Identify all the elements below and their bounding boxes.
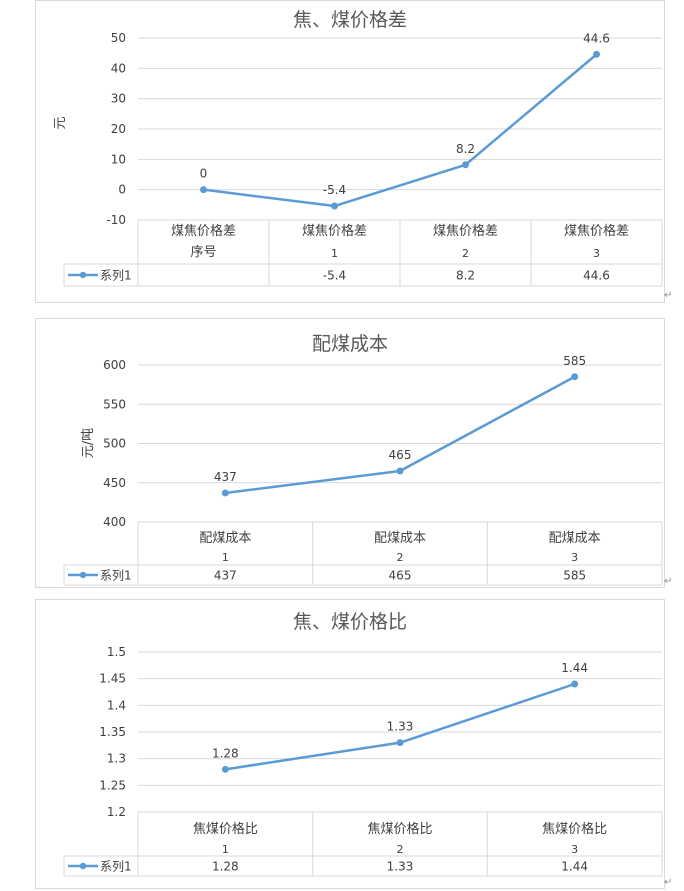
data-point (396, 467, 404, 475)
chart-price-difference: 焦、煤价格差元 50 40 30 20 10 0 -10 煤焦价格差序号 煤焦价格差 1 煤焦价格差 2… (35, 0, 665, 303)
y-tick-label: 30 (111, 92, 126, 106)
data-point (396, 739, 404, 747)
y-tick-label: 0 (118, 183, 126, 197)
table-value: 585 (563, 569, 586, 583)
y-tick-label: 500 (103, 437, 126, 451)
y-tick-label: 1.3 (107, 752, 126, 766)
table-value: 1.33 (387, 860, 414, 874)
data-point (571, 373, 579, 381)
table-value: 1.28 (212, 860, 239, 874)
chart-blending-cost: 配煤成本 元/吨 600 550 500 450 400 配煤成本 1 配煤成本 2 配煤成本 3 系列1… (35, 318, 665, 588)
category-label: 煤焦价格差 (564, 223, 629, 239)
data-label: 8.2 (456, 142, 475, 156)
table-value: 437 (214, 569, 237, 583)
y-tick-label: 1.45 (99, 672, 126, 686)
y-tick-label: 20 (111, 122, 126, 136)
category-label: 煤焦价格差 (302, 223, 367, 239)
category-number: 1 (222, 843, 229, 856)
data-point (462, 161, 469, 169)
category-number: 3 (571, 843, 578, 856)
legend-marker (79, 571, 87, 579)
category-number: 2 (462, 247, 469, 260)
data-label: 0 (200, 167, 208, 181)
y-tick-label: -10 (106, 213, 126, 227)
table-value: -5.4 (323, 269, 346, 283)
y-tick-label: 50 (111, 31, 126, 45)
data-label: 1.33 (387, 720, 414, 734)
table-value: 1.44 (561, 860, 588, 874)
category-label: 焦煤价格比 (193, 821, 258, 837)
legend-label: 系列1 (100, 569, 132, 583)
paragraph-mark: ↵ (664, 290, 673, 301)
y-tick-label: 1.35 (99, 725, 126, 739)
category-number: 1 (222, 551, 229, 564)
category-label: 配煤成本 (549, 531, 601, 546)
y-tick-label: 1.25 (99, 778, 126, 792)
y-tick-label: 1.4 (107, 698, 126, 712)
data-label: 44.6 (583, 31, 610, 45)
data-label: -5.4 (323, 183, 346, 197)
data-point (221, 765, 229, 773)
data-point (593, 50, 600, 58)
category-label: 焦煤价格比 (542, 821, 607, 837)
category-label: 焦煤价格比 (367, 821, 432, 837)
y-tick-label: 600 (103, 358, 126, 372)
category-label: 配煤成本 (374, 531, 426, 546)
y-tick-label: 10 (111, 152, 126, 166)
chart-title: 配煤成本 (312, 333, 388, 355)
category-number: 2 (397, 551, 404, 564)
chart-title: 焦、煤价格比 (293, 611, 407, 633)
category-number: 3 (571, 551, 578, 564)
chart-price-ratio: 焦、煤价格比 1.5 1.45 1.4 1.35 1.3 1.25 1.2 焦煤价格比 1 焦煤价格… (35, 599, 665, 889)
data-label: 1.44 (561, 661, 588, 675)
category-label: 配煤成本 (199, 531, 251, 546)
paragraph-mark: ↵ (664, 576, 673, 587)
category-number: 1 (331, 247, 338, 260)
data-point (331, 202, 338, 210)
table-value: 44.6 (583, 269, 610, 283)
legend-label: 系列1 (100, 860, 132, 874)
data-point (200, 186, 207, 194)
data-label: 1.28 (212, 746, 239, 760)
category-label: 煤焦价格差 (433, 223, 498, 239)
category-number: 3 (593, 247, 600, 260)
data-point (571, 680, 579, 688)
data-label: 437 (214, 470, 237, 484)
y-tick-label: 400 (103, 515, 126, 529)
blending-cost-chart-svg: 配煤成本元/吨600550500450400配煤成本1配煤成本2配煤成本3系列1… (63, 333, 663, 586)
data-label: 585 (563, 354, 586, 368)
data-point (221, 489, 229, 497)
y-tick-label: 550 (103, 397, 126, 411)
legend-marker (79, 271, 87, 279)
price-difference-chart-svg: 焦、煤价格差元50403020100-10煤焦价格差序号煤焦价格差1煤焦价格差2… (53, 9, 663, 287)
category-label: 煤焦价格差序号 (171, 223, 236, 260)
price-ratio-chart-svg: 焦、煤价格比 1.5 1.45 1.4 1.35 1.3 1.25 1.2 焦煤价格比 1 焦煤价格… (63, 611, 663, 877)
y-tick-label: 450 (103, 476, 126, 490)
y-tick-label: 40 (111, 61, 126, 75)
data-label: 465 (389, 448, 412, 462)
y-tick-label: 1.5 (107, 645, 126, 659)
category-number: 2 (397, 843, 404, 856)
legend-label: 系列1 (100, 269, 132, 283)
paragraph-mark: ↵ (664, 877, 673, 888)
y-axis-label: 元 (53, 116, 68, 129)
y-tick-label: 1.2 (107, 805, 126, 819)
table-value: 465 (389, 569, 412, 583)
y-axis-label: 元/吨 (81, 428, 96, 458)
series-line (225, 375, 576, 495)
table-value: 8.2 (456, 269, 475, 283)
series-line (203, 53, 598, 208)
chart-title: 焦、煤价格差 (293, 9, 407, 31)
legend-marker (79, 862, 87, 870)
